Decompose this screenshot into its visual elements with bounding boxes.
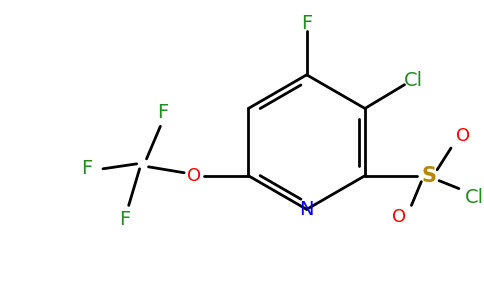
Text: O: O: [393, 208, 407, 226]
Text: F: F: [119, 210, 130, 229]
Text: O: O: [187, 167, 201, 185]
Text: Cl: Cl: [465, 188, 484, 207]
Text: F: F: [81, 159, 93, 178]
Text: S: S: [422, 166, 437, 186]
Text: F: F: [301, 14, 312, 33]
Text: Cl: Cl: [404, 71, 423, 90]
Text: O: O: [456, 127, 470, 145]
Text: F: F: [157, 103, 168, 122]
Text: N: N: [300, 200, 314, 219]
